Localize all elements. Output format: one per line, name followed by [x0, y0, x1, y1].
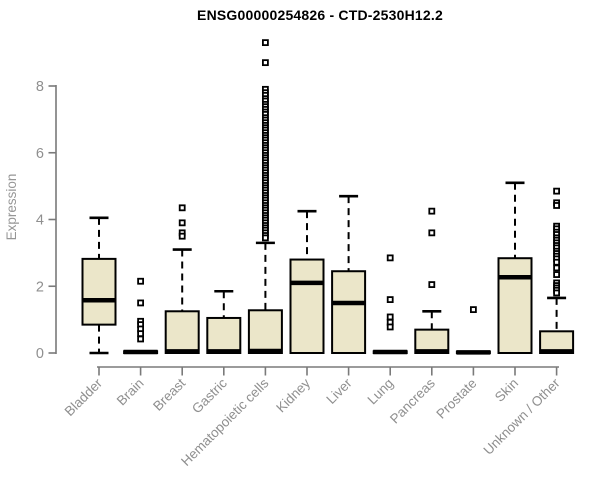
x-tick-label-bladder: Bladder — [62, 375, 106, 419]
box-liver — [331, 194, 367, 355]
box-unknown-other — [539, 187, 575, 354]
outlier-points-prostate — [469, 306, 477, 314]
x-tick-label-gastric: Gastric — [189, 375, 230, 416]
box-kidney — [289, 209, 325, 354]
y-tick-label: 8 — [36, 79, 44, 95]
box-hematopoietic-cells — [247, 39, 283, 354]
box-gastric — [206, 289, 242, 354]
outlier-points-brain — [137, 277, 145, 343]
box-breast — [164, 204, 200, 354]
box-lung — [372, 254, 408, 355]
y-tick-label: 4 — [36, 213, 44, 229]
x-tick-label-prostate: Prostate — [433, 376, 479, 422]
x-tick-label-skin: Skin — [492, 376, 521, 405]
outlier-points-breast — [178, 204, 186, 240]
x-tick-label-breast: Breast — [150, 375, 188, 413]
x-tick-label-liver: Liver — [323, 375, 355, 407]
box-bladder — [81, 216, 117, 355]
y-tick-label: 6 — [36, 146, 44, 162]
x-tick-label-lung: Lung — [364, 376, 396, 408]
box-brain — [123, 277, 159, 355]
x-tick-label-kidney: Kidney — [273, 375, 313, 415]
y-axis-label: Expression — [4, 173, 19, 241]
outlier-points-lung — [386, 254, 394, 331]
y-axis: 0 2 4 6 8 — [36, 79, 57, 362]
box-skin — [497, 181, 533, 354]
y-tick-label: 2 — [36, 279, 44, 295]
chart-title: ENSG00000254826 - CTD-2530H12.2 — [197, 7, 443, 23]
outlier-points-hematopoietic-cells — [261, 39, 269, 242]
y-tick-label: 0 — [36, 346, 44, 362]
x-tick-label-pancreas: Pancreas — [387, 375, 438, 426]
x-tick-label-unknown-other: Unknown / Other — [480, 375, 563, 458]
box-prostate — [455, 306, 491, 355]
x-tick-label-brain: Brain — [114, 376, 147, 409]
outlier-points-unknown-other — [553, 187, 560, 297]
outlier-points-pancreas — [428, 207, 436, 288]
box-pancreas — [414, 207, 450, 355]
